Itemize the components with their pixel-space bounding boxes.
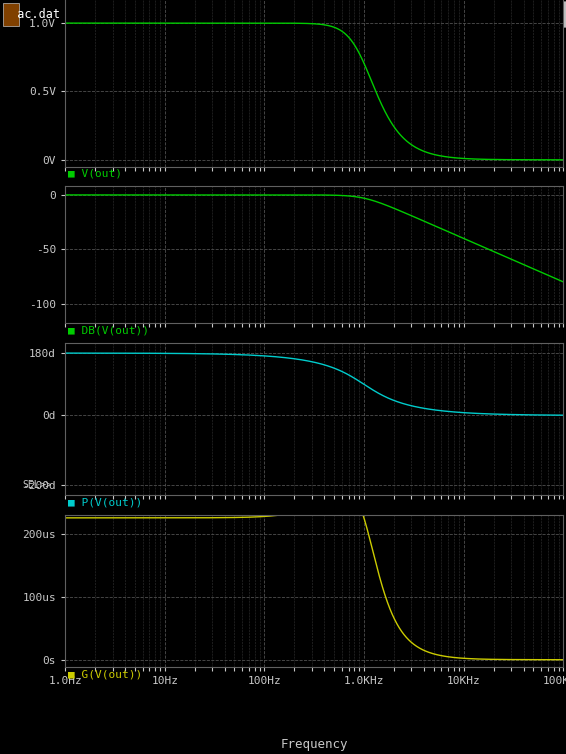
Text: _: _ [513, 9, 518, 20]
Text: ■ P(V(out)): ■ P(V(out)) [68, 498, 142, 507]
Bar [507, 2, 525, 27]
Text: ■ G(V(out)): ■ G(V(out)) [68, 670, 142, 679]
Text: ■ DB(V(out)): ■ DB(V(out)) [68, 326, 149, 336]
Text: SEL>>: SEL>> [23, 480, 52, 490]
Text: □: □ [534, 9, 539, 20]
Text: Frequency: Frequency [280, 738, 348, 751]
Text: ■ V(out): ■ V(out) [68, 169, 122, 179]
Text: ac.dat (active): ac.dat (active) [3, 8, 124, 21]
Bar [528, 2, 546, 27]
Bar [548, 2, 566, 27]
Bar [3, 3, 19, 26]
Text: ×: × [554, 9, 560, 20]
